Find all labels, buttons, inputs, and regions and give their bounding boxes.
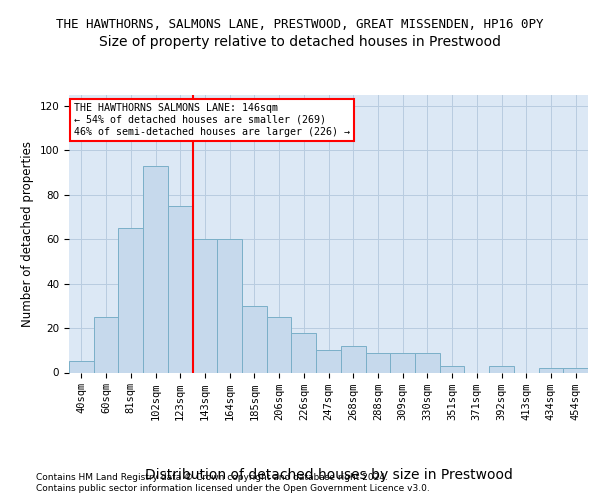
Bar <box>94 317 118 372</box>
Text: Contains public sector information licensed under the Open Government Licence v3: Contains public sector information licen… <box>36 484 430 493</box>
Bar <box>118 228 143 372</box>
Bar <box>563 368 588 372</box>
Text: THE HAWTHORNS SALMONS LANE: 146sqm
← 54% of detached houses are smaller (269)
46: THE HAWTHORNS SALMONS LANE: 146sqm ← 54%… <box>74 104 350 136</box>
Bar <box>292 332 316 372</box>
Bar <box>415 352 440 372</box>
Bar <box>143 166 168 372</box>
Bar <box>316 350 341 372</box>
Text: THE HAWTHORNS, SALMONS LANE, PRESTWOOD, GREAT MISSENDEN, HP16 0PY: THE HAWTHORNS, SALMONS LANE, PRESTWOOD, … <box>56 18 544 30</box>
Bar <box>217 240 242 372</box>
Bar <box>489 366 514 372</box>
Bar <box>440 366 464 372</box>
Bar <box>69 362 94 372</box>
Y-axis label: Number of detached properties: Number of detached properties <box>21 141 34 327</box>
Text: Size of property relative to detached houses in Prestwood: Size of property relative to detached ho… <box>99 35 501 49</box>
Bar <box>365 352 390 372</box>
Bar <box>267 317 292 372</box>
Bar <box>242 306 267 372</box>
X-axis label: Distribution of detached houses by size in Prestwood: Distribution of detached houses by size … <box>145 468 512 482</box>
Bar <box>341 346 365 372</box>
Bar <box>539 368 563 372</box>
Bar <box>168 206 193 372</box>
Text: Contains HM Land Registry data © Crown copyright and database right 2024.: Contains HM Land Registry data © Crown c… <box>36 472 388 482</box>
Bar <box>193 240 217 372</box>
Bar <box>390 352 415 372</box>
